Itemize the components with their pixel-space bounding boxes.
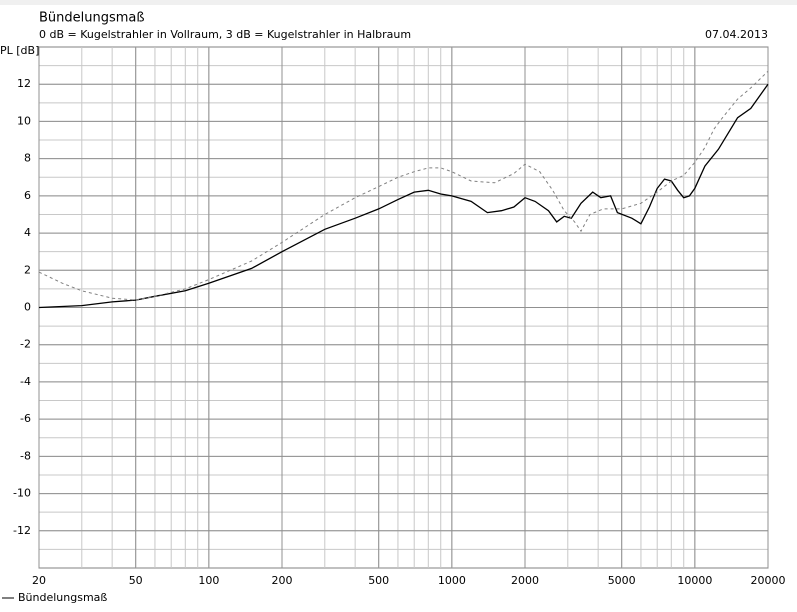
series-line [38,70,769,301]
x-tick-label: 50 [129,574,143,587]
y-tick-label: 4 [24,226,31,239]
y-axis-label: PL [dB] [0,44,39,57]
x-tick-label: 100 [198,574,219,587]
y-tick-label: -10 [13,487,31,500]
y-tick-label: 0 [24,301,31,314]
toolbar-strip [0,0,797,5]
x-tick-label: 500 [368,574,389,587]
chart-subtitle: 0 dB = Kugelstrahler in Vollraum, 3 dB =… [39,28,411,41]
y-tick-label: -8 [20,449,31,462]
x-tick-label: 1000 [438,574,466,587]
chart-title: Bündelungsmaß [39,11,145,26]
y-tick-label: 8 [24,152,31,165]
x-tick-label: 20000 [751,574,786,587]
y-tick-label: 12 [17,77,31,90]
x-tick-label: 200 [272,574,293,587]
y-tick-label: -6 [20,412,31,425]
y-tick-label: -2 [20,338,31,351]
series-line [38,83,769,309]
x-tick-label: 20 [32,574,46,587]
legend-label: Bündelungsmaß [18,591,107,604]
y-tick-label: 2 [24,263,31,276]
x-tick-label: 10000 [677,574,712,587]
y-tick-label: 6 [24,189,31,202]
y-tick-label: 10 [17,114,31,127]
y-tick-label: -12 [13,524,31,537]
y-tick-label: -4 [20,375,31,388]
chart-date: 07.04.2013 [705,28,768,41]
x-tick-label: 5000 [608,574,636,587]
x-tick-label: 2000 [511,574,539,587]
